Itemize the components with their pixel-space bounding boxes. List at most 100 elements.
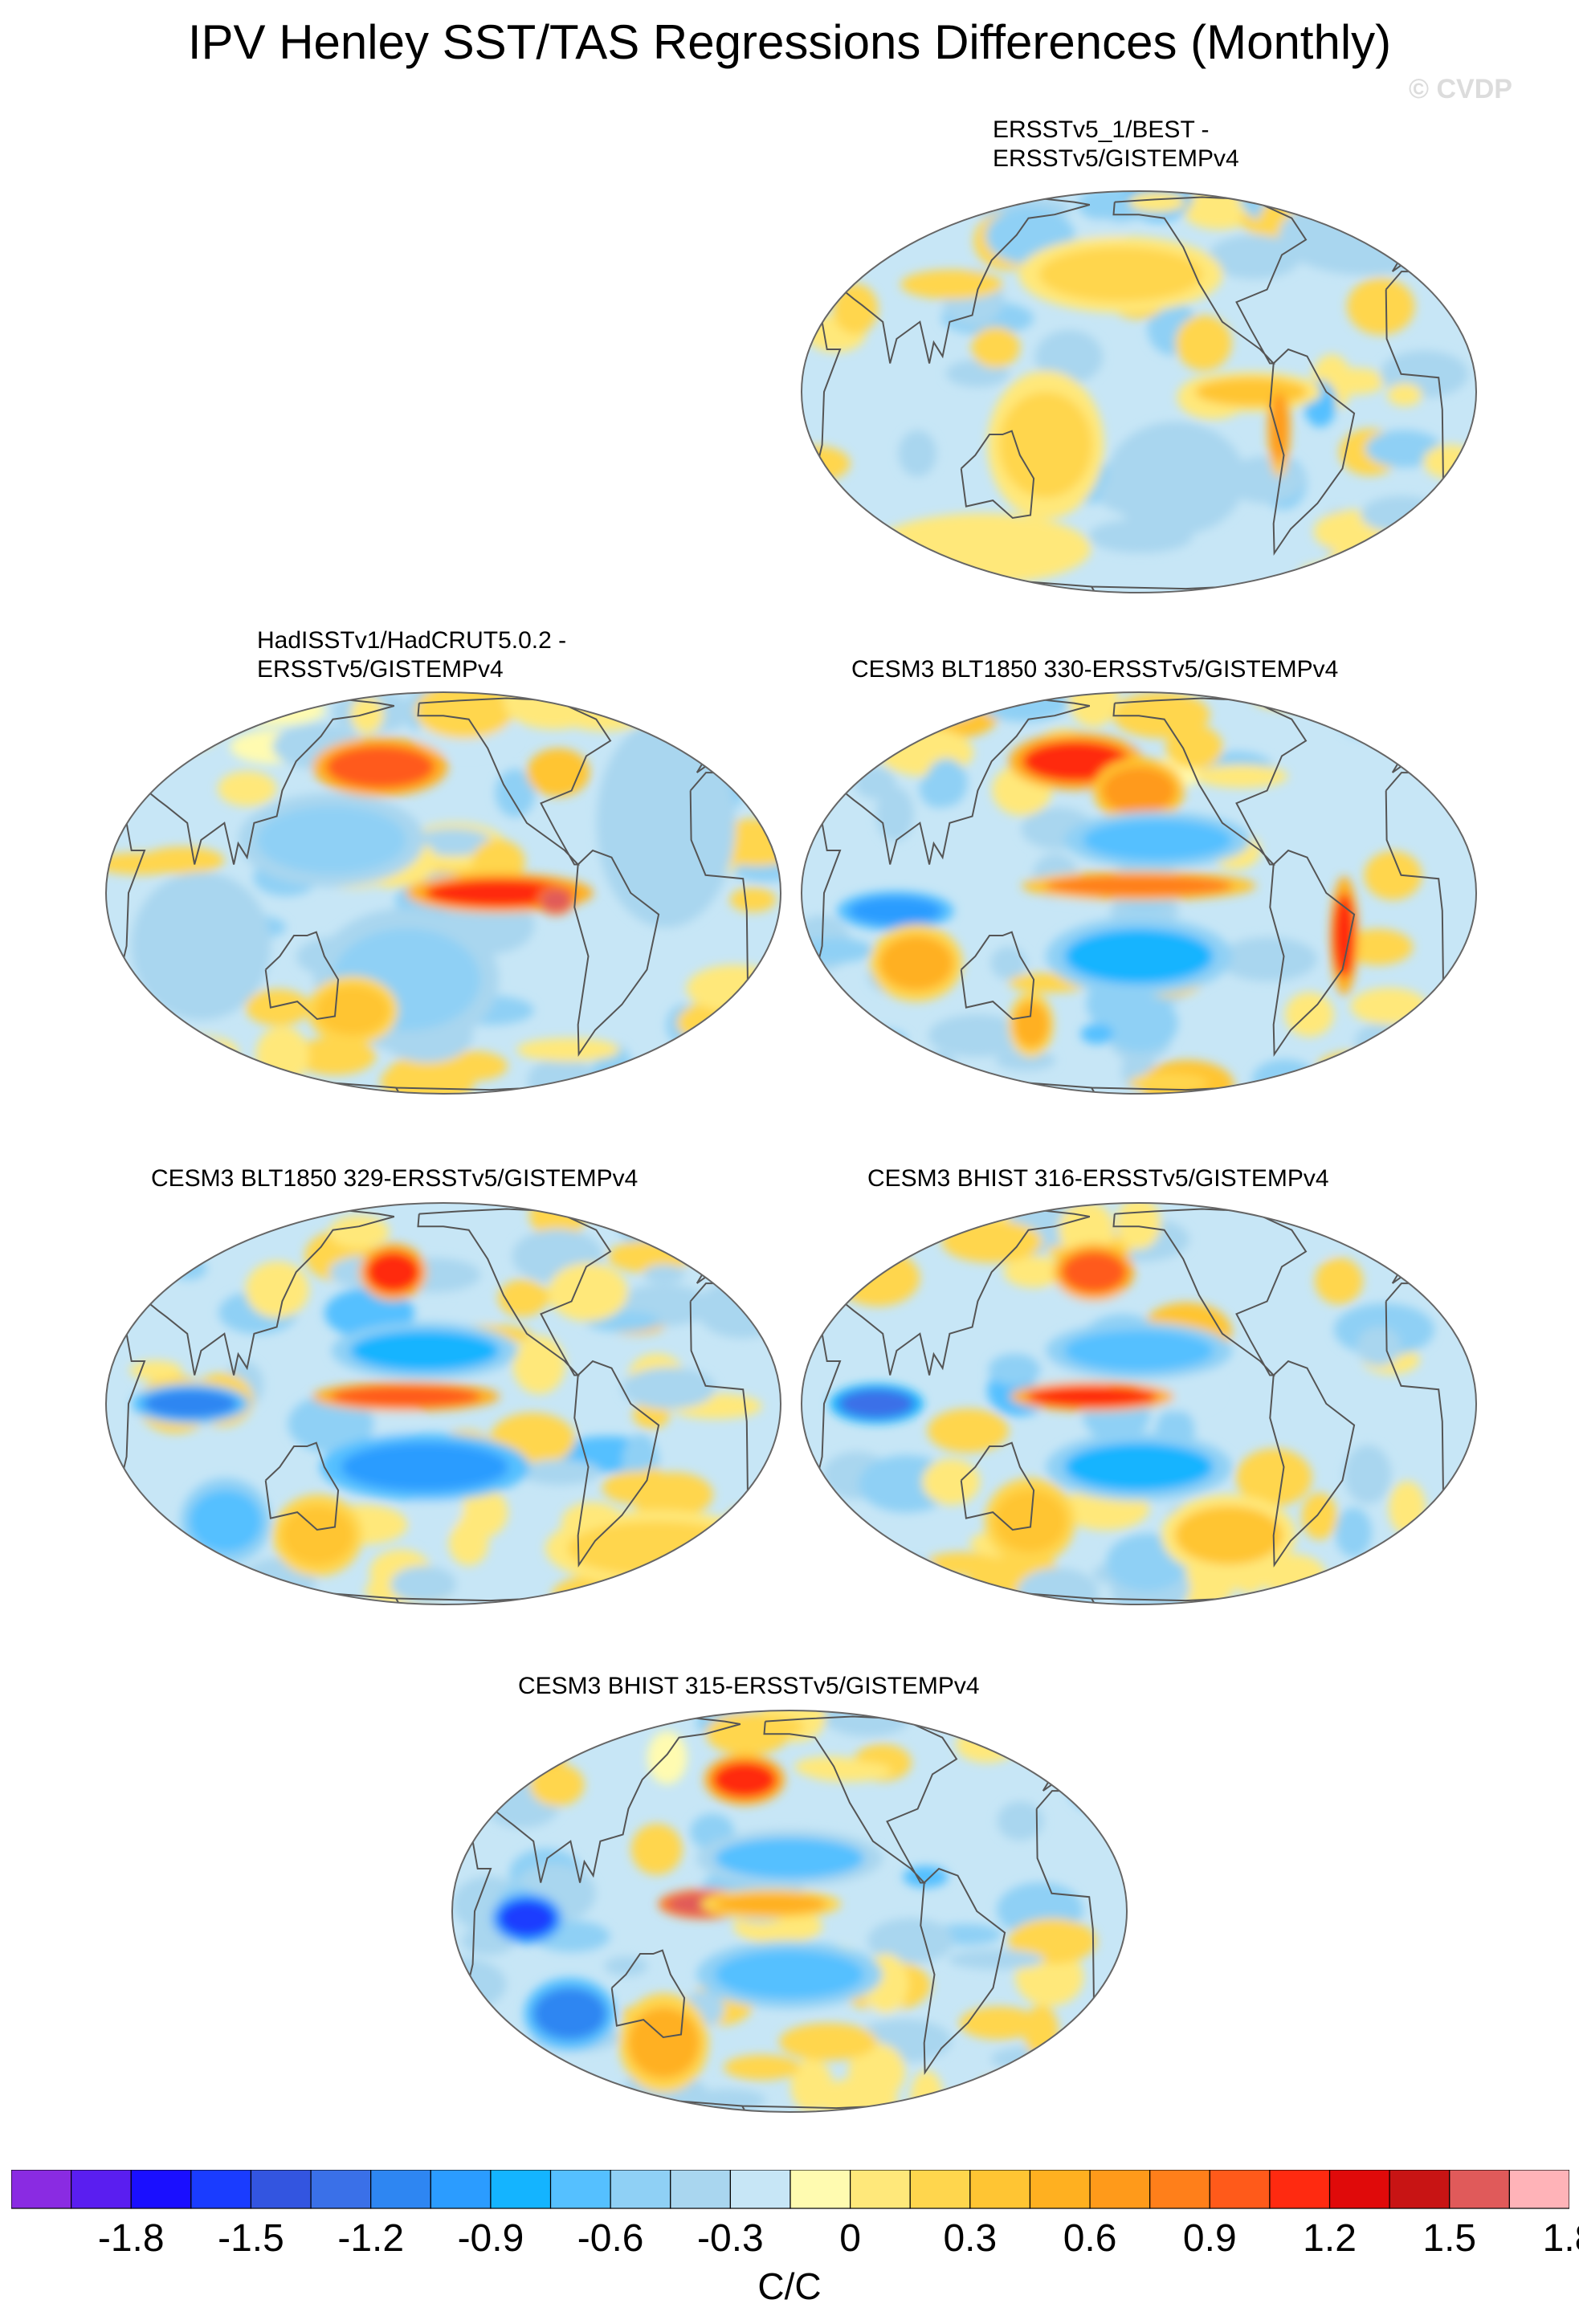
coastline [610,1949,686,2039]
anomaly-patch [1420,1537,1476,1572]
panel-title-4: CESM3 BLT1850 329-ERSSTv5/GISTEMPv4 [151,1165,639,1192]
anomaly-patch [988,1353,1041,1386]
colorbar-tick-label: 0.6 [1063,2217,1117,2260]
anomaly-patch [328,1215,390,1249]
anomaly-core [567,1521,745,1576]
coastline [960,1441,1035,1531]
anomaly-patch [990,946,1027,981]
anomaly-patch [414,692,514,739]
colorbar-swatch [790,2170,851,2209]
anomaly-patch [1357,1326,1402,1367]
anomaly-core [1195,377,1308,406]
anomaly-core [1120,438,1231,520]
anomaly-patch [1116,1203,1161,1250]
anomaly-patch [705,1712,790,1755]
anomaly-patch [1194,764,1288,788]
anomaly-patch [839,1203,932,1225]
map-panel-4 [105,1202,781,1605]
colorbar-tick-label: 1.2 [1303,2217,1357,2260]
anomaly-patch [835,1203,884,1253]
anomaly-core [1026,1385,1158,1408]
panel-title-5: CESM3 BHIST 316-ERSSTv5/GISTEMPv4 [867,1165,1329,1192]
watermark: © CVDP [1409,74,1512,104]
map-border [801,1202,1477,1605]
panel-title-1: ERSSTv5_1/BEST - ERSSTv5/GISTEMPv4 [993,116,1239,172]
anomaly-core [1174,1506,1283,1565]
colorbar-swatch [729,2170,791,2209]
anomaly-patch [1320,692,1389,724]
anomaly-core [998,392,1092,498]
anomaly-patch [676,999,775,1046]
colorbar-swatch [850,2170,911,2209]
anomaly-patch [1207,234,1301,279]
colorbar-tick-label: -1.2 [337,2217,405,2260]
anomaly-patch [848,2043,906,2101]
anomaly-core [627,2007,700,2079]
anomaly-patch [1394,554,1445,593]
anomaly-patch [1328,368,1386,395]
anomaly-patch [1385,198,1438,222]
anomaly-patch [245,1261,309,1319]
anomaly-patch [823,540,867,579]
anomaly-patch [1423,444,1476,479]
anomaly-patch [602,1471,673,1505]
colorbar-tick-label: -0.9 [457,2217,524,2260]
map-panel-6 [451,1710,1128,2113]
anomaly-core [256,806,406,874]
anomaly-patch [779,2023,878,2061]
anomaly-patch [997,1801,1044,1841]
anomaly-core [715,1837,864,1879]
anomaly-core [143,1389,238,1418]
anomaly-patch [1314,1258,1364,1305]
anomaly-patch [1316,1050,1396,1087]
coastline [1269,1360,1356,1568]
anomaly-patch [288,1395,375,1454]
anomaly-patch [1034,330,1104,384]
anomaly-patch [852,1029,908,1050]
anomaly-patch [1344,1573,1405,1604]
colorbar [11,2170,1569,2209]
anomaly-patch [1284,992,1334,1038]
anomaly-core [1013,1001,1050,1048]
anomaly-patch [1175,315,1232,371]
anomaly-patch [222,698,257,725]
anomaly-patch [205,1568,309,1596]
colorbar-swatch [11,2170,72,2209]
anomaly-patch [1347,278,1415,336]
anomaly-patch [622,1367,716,1409]
anomaly-patch [900,269,1003,300]
anomaly-patch [824,1047,892,1084]
colorbar-swatch [1029,2170,1091,2209]
anomaly-patch [643,1264,686,1284]
colorbar-swatch [610,2170,671,2209]
anomaly-patch [602,1203,703,1227]
anomaly-patch [548,1262,628,1322]
coastline [264,931,340,1021]
anomaly-patch [877,1558,937,1589]
colorbar-swatch [1449,2170,1510,2209]
anomaly-patch [959,2006,1038,2040]
map-panel-2 [105,691,781,1095]
anomaly-patch [604,1956,648,1976]
anomaly-patch [1301,1492,1338,1540]
anomaly-core [1064,1330,1214,1372]
anomaly-core [341,1442,509,1491]
anomaly-patch [1235,1448,1312,1507]
anomaly-patch [1305,1218,1343,1258]
map-border [801,190,1477,593]
anomaly-patch [526,748,590,797]
anomaly-patch [919,770,959,808]
anomaly-patch [1128,1073,1209,1093]
colorbar-tick-label: -1.5 [218,2217,284,2260]
colorbar-swatch [1389,2170,1450,2209]
anomaly-patch [647,1731,687,1784]
anomaly-core [349,1330,500,1372]
anomaly-patch [1335,1507,1372,1558]
anomaly-patch [512,1335,565,1394]
anomaly-patch [849,1565,922,1604]
anomaly-core [365,1251,420,1293]
anomaly-patch [927,1409,1010,1454]
anomaly-patch [157,1037,222,1066]
anomaly-core [714,1893,827,1915]
anomaly-patch [198,698,259,731]
